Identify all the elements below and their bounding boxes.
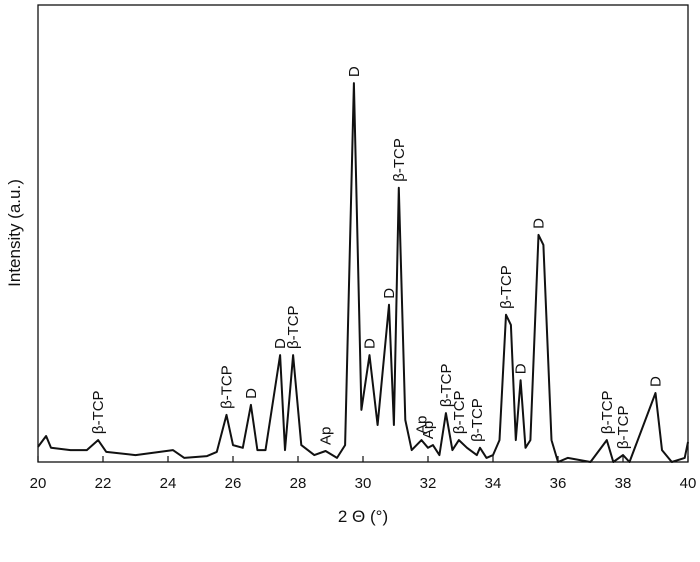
peak-label: β-TCP bbox=[615, 406, 632, 450]
peak-label: D bbox=[531, 218, 548, 229]
x-tick-label: 36 bbox=[550, 475, 567, 492]
x-tick-label: 34 bbox=[485, 475, 502, 492]
peak-label: D bbox=[272, 338, 289, 349]
x-tick-label: 38 bbox=[615, 475, 632, 492]
peak-label: D bbox=[381, 288, 398, 299]
x-tick-label: 32 bbox=[420, 475, 437, 492]
y-axis-label: Intensity (a.u.) bbox=[5, 179, 24, 287]
peak-label: β-TCP bbox=[599, 390, 616, 434]
x-tick-label: 26 bbox=[225, 475, 242, 492]
x-tick-label: 20 bbox=[30, 475, 47, 492]
peak-label: β-TCP bbox=[90, 390, 107, 434]
peak-label: D bbox=[346, 66, 363, 77]
x-tick-label: 22 bbox=[95, 475, 112, 492]
peak-label: Ap bbox=[420, 421, 437, 439]
peak-label: β-TCP bbox=[391, 138, 408, 182]
peak-label: D bbox=[513, 363, 530, 374]
peak-label: β-TCP bbox=[451, 390, 468, 434]
x-tick-label: 40 bbox=[680, 475, 697, 492]
peak-label: D bbox=[362, 338, 379, 349]
x-tick-label: 24 bbox=[160, 475, 177, 492]
peak-label: β-TCP bbox=[469, 398, 486, 442]
peak-label: Ap bbox=[318, 427, 335, 445]
x-tick-label: 30 bbox=[355, 475, 372, 492]
x-axis-label: 2 Θ (°) bbox=[338, 507, 388, 526]
xrd-line bbox=[37, 82, 689, 463]
peak-label: D bbox=[648, 376, 665, 387]
peak-label: D bbox=[243, 388, 260, 399]
peak-label: Ap bbox=[414, 416, 431, 434]
peak-label: β-TCP bbox=[285, 305, 302, 349]
peak-label: β-TCP bbox=[219, 365, 236, 409]
x-tick-label: 28 bbox=[290, 475, 307, 492]
peak-label: β-TCP bbox=[438, 363, 455, 407]
peak-label: β-TCP bbox=[498, 265, 515, 309]
